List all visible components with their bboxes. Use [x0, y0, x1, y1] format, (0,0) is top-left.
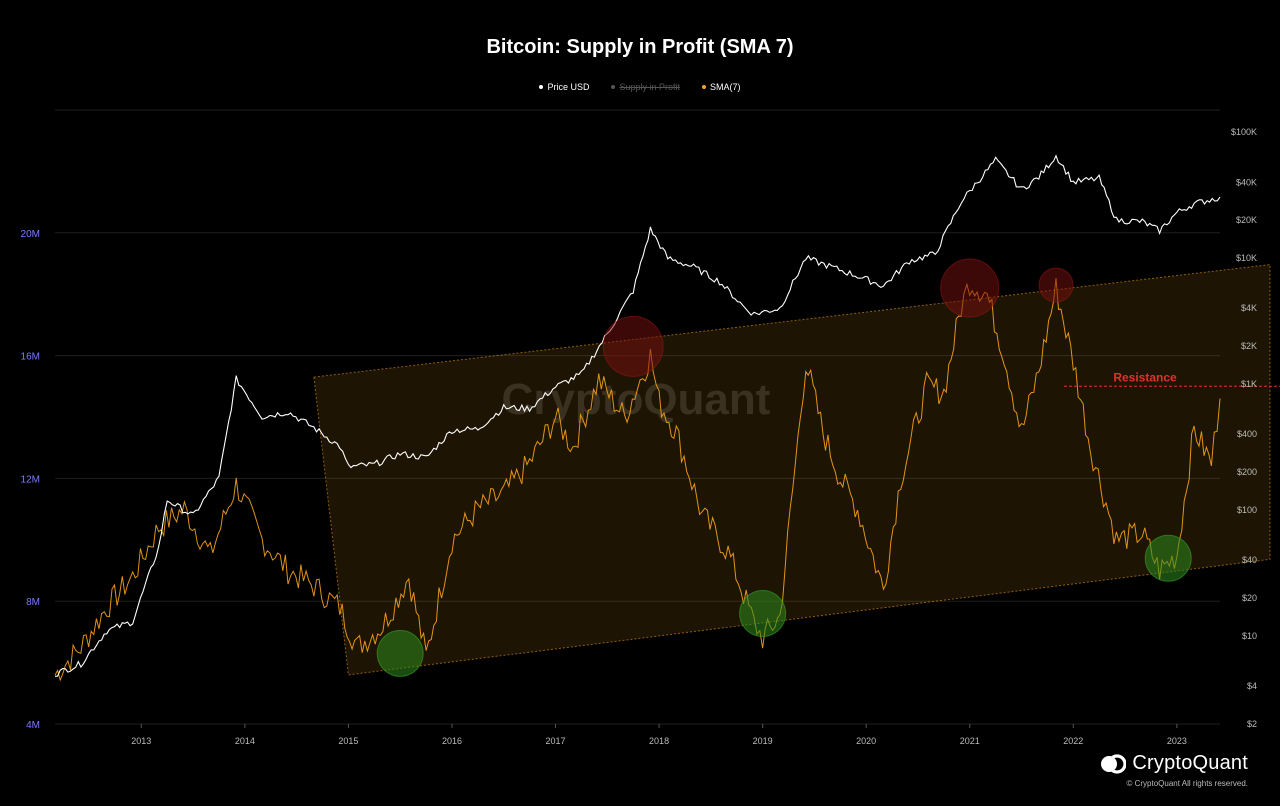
y-right-tick-label: $4	[1247, 681, 1257, 691]
y-right-tick-label: $100K	[1231, 127, 1257, 137]
brand-name: CryptoQuant	[1132, 752, 1248, 774]
top-circle	[1038, 267, 1074, 303]
x-tick-label: 2021	[960, 736, 980, 746]
y-left-tick-label: 16M	[21, 352, 40, 363]
watermark: CryptoQuant	[502, 375, 771, 424]
y-left-tick-label: 20M	[21, 229, 40, 240]
x-tick-label: 2020	[856, 736, 876, 746]
legend-dot-supply-icon	[611, 85, 616, 89]
x-tick-label: 2015	[338, 736, 358, 746]
resistance-label: Resistance	[1113, 370, 1177, 384]
trend-channel	[313, 264, 1271, 676]
y-left-tick-label: 8M	[26, 597, 40, 608]
x-tick-label: 2022	[1063, 736, 1083, 746]
series-lines	[54, 154, 1221, 682]
x-tick-label: 2016	[442, 736, 462, 746]
legend-item-supply-in-profit[interactable]: Supply in Profit	[611, 82, 680, 92]
y-left-tick-label: 12M	[21, 474, 40, 485]
y-right-tick-label: $4K	[1241, 303, 1257, 313]
y-right-tick-label: $100	[1237, 505, 1257, 515]
y-right-tick-label: $20K	[1236, 215, 1257, 225]
trend-channel-band	[313, 264, 1271, 676]
x-tick-label: 2018	[649, 736, 669, 746]
y-right-tick-label: $400	[1237, 429, 1257, 439]
resistance-annotation: Resistance	[1064, 370, 1280, 387]
y-right-tick-label: $20	[1242, 593, 1257, 603]
y-right-tick-label: $10K	[1236, 253, 1257, 263]
support-circle	[376, 629, 424, 677]
y-right-tick-label: $1K	[1241, 379, 1257, 389]
legend-item-sma[interactable]: SMA(7)	[702, 82, 741, 92]
support-circle	[1144, 534, 1192, 582]
sma-series-line	[54, 277, 1221, 682]
x-tick-label: 2017	[546, 736, 566, 746]
legend-label-sma: SMA(7)	[710, 82, 741, 92]
legend-dot-price-icon	[539, 85, 544, 89]
cryptoquant-logo-icon	[1101, 753, 1127, 774]
legend-label-price: Price USD	[547, 82, 590, 92]
legend: Price USD Supply in Profit SMA(7)	[0, 82, 1280, 92]
axes: 4M 8M 12M 16M 20M $2 $4 $10 $20 $40 $100 $200 $400 $1…	[21, 127, 1257, 746]
y-right-tick-label: $40	[1242, 555, 1257, 565]
price-series-line	[54, 154, 1221, 677]
x-tick-label: 2023	[1167, 736, 1187, 746]
y-right-tick-label: $10	[1242, 631, 1257, 641]
top-circle	[602, 315, 664, 377]
top-circle	[940, 258, 1000, 318]
x-tick-label: 2019	[753, 736, 773, 746]
highlight-circles	[376, 258, 1192, 677]
y-right-tick-label: $200	[1237, 467, 1257, 477]
chart-title: Bitcoin: Supply in Profit (SMA 7)	[486, 36, 794, 58]
legend-dot-sma-icon	[702, 85, 707, 89]
y-right-tick-label: $2K	[1241, 341, 1257, 351]
y-left-tick-label: 4M	[26, 720, 40, 731]
support-circle	[739, 589, 787, 637]
brand-block: CryptoQuant © CryptoQuant All rights res…	[1100, 752, 1248, 788]
legend-item-price[interactable]: Price USD	[539, 82, 589, 92]
legend-label-supply-in-profit: Supply in Profit	[619, 82, 681, 92]
x-tick-label: 2013	[131, 736, 151, 746]
grid	[55, 109, 1220, 725]
brand-copyright: © CryptoQuant All rights reserved.	[1126, 779, 1249, 788]
y-right-tick-label: $40K	[1236, 177, 1257, 187]
x-tick-label: 2014	[235, 736, 255, 746]
y-right-tick-label: $2	[1247, 719, 1257, 729]
